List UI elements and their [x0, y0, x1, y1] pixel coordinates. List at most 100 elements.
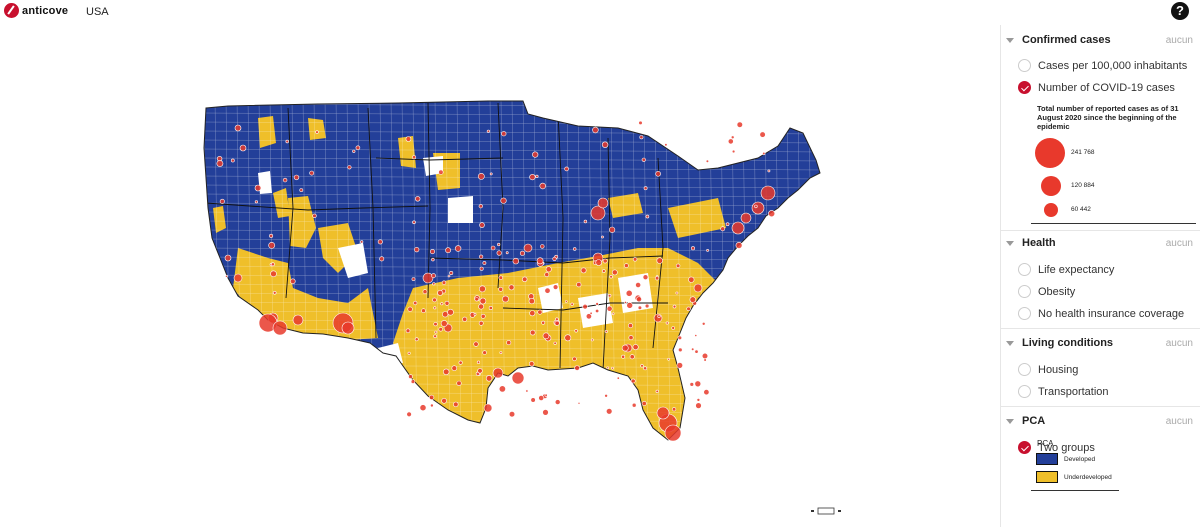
case-bubble[interactable]: [735, 241, 743, 249]
case-bubble[interactable]: [703, 389, 710, 396]
case-bubble[interactable]: [607, 294, 612, 298]
case-bubble[interactable]: [552, 256, 557, 261]
case-bubble[interactable]: [611, 269, 618, 276]
case-bubble[interactable]: [564, 300, 568, 303]
case-bubble[interactable]: [621, 354, 626, 359]
case-bubble[interactable]: [632, 257, 638, 262]
case-bubble[interactable]: [498, 385, 506, 393]
case-bubble[interactable]: [407, 351, 411, 355]
case-bubble[interactable]: [440, 320, 448, 327]
reset-link[interactable]: aucun: [1165, 415, 1193, 427]
option-life-expectancy[interactable]: Life expectancy: [1018, 263, 1114, 276]
case-bubble[interactable]: [644, 303, 650, 309]
case-bubble[interactable]: [636, 296, 642, 303]
case-bubble[interactable]: [592, 126, 599, 134]
case-bubble[interactable]: [601, 269, 606, 273]
case-bubble[interactable]: [478, 303, 484, 310]
case-bubble[interactable]: [736, 121, 743, 128]
case-bubble[interactable]: [706, 248, 710, 252]
case-bubble[interactable]: [631, 402, 637, 408]
case-bubble[interactable]: [433, 306, 437, 310]
radio-button[interactable]: [1018, 385, 1031, 398]
case-bubble[interactable]: [458, 360, 463, 365]
case-bubble[interactable]: [498, 286, 504, 292]
case-bubble[interactable]: [595, 309, 600, 314]
case-bubble[interactable]: [642, 274, 649, 280]
case-bubble[interactable]: [606, 305, 613, 312]
case-bubble[interactable]: [519, 250, 525, 256]
case-bubble[interactable]: [629, 354, 635, 360]
case-bubble[interactable]: [639, 135, 644, 140]
case-bubble[interactable]: [606, 366, 610, 370]
case-bubble[interactable]: [760, 185, 776, 201]
case-bubble[interactable]: [347, 165, 352, 170]
case-bubble[interactable]: [405, 328, 411, 334]
radio-button[interactable]: [1018, 363, 1031, 376]
case-bubble[interactable]: [433, 322, 438, 327]
case-bubble[interactable]: [443, 368, 450, 375]
case-bubble[interactable]: [285, 139, 289, 144]
case-bubble[interactable]: [677, 335, 682, 341]
case-bubble[interactable]: [272, 320, 288, 336]
case-bubble[interactable]: [693, 283, 703, 293]
case-bubble[interactable]: [478, 285, 486, 293]
case-bubble[interactable]: [490, 245, 496, 251]
case-bubble[interactable]: [529, 310, 536, 317]
case-bubble[interactable]: [430, 403, 434, 408]
case-bubble[interactable]: [233, 273, 243, 283]
case-bubble[interactable]: [664, 143, 668, 147]
case-bubble[interactable]: [511, 371, 525, 385]
case-bubble[interactable]: [542, 409, 549, 416]
case-bubble[interactable]: [675, 263, 681, 269]
case-bubble[interactable]: [672, 407, 677, 412]
case-bubble[interactable]: [537, 309, 543, 315]
case-bubble[interactable]: [429, 394, 435, 401]
radio-button-checked[interactable]: [1018, 441, 1031, 454]
case-bubble[interactable]: [541, 320, 546, 325]
case-bubble[interactable]: [703, 358, 707, 362]
case-bubble[interactable]: [219, 198, 225, 204]
case-bubble[interactable]: [525, 389, 529, 393]
case-bubble[interactable]: [604, 330, 608, 334]
case-bubble[interactable]: [270, 270, 277, 278]
case-bubble[interactable]: [564, 334, 572, 342]
case-bubble[interactable]: [611, 312, 615, 316]
case-bubble[interactable]: [580, 267, 587, 274]
case-bubble[interactable]: [529, 361, 535, 367]
case-bubble[interactable]: [505, 251, 509, 255]
case-bubble[interactable]: [705, 159, 710, 163]
case-bubble[interactable]: [309, 170, 315, 176]
case-bubble[interactable]: [535, 174, 539, 178]
case-bubble[interactable]: [447, 274, 451, 278]
option-number-of-cases[interactable]: Number of COVID-19 cases: [1018, 81, 1175, 94]
case-bubble[interactable]: [508, 284, 515, 291]
case-bubble[interactable]: [595, 302, 599, 306]
case-bubble[interactable]: [502, 295, 509, 303]
case-bubble[interactable]: [477, 173, 485, 180]
help-icon[interactable]: ?: [1171, 2, 1189, 20]
case-bubble[interactable]: [664, 424, 682, 442]
case-bubble[interactable]: [641, 400, 647, 406]
case-bubble[interactable]: [441, 280, 447, 285]
case-bubble[interactable]: [449, 271, 454, 276]
case-bubble[interactable]: [574, 329, 578, 333]
case-bubble[interactable]: [638, 120, 643, 126]
case-bubble[interactable]: [438, 169, 444, 175]
case-bubble[interactable]: [489, 172, 493, 176]
case-bubble[interactable]: [731, 149, 736, 154]
case-bubble[interactable]: [528, 298, 535, 305]
case-bubble[interactable]: [727, 138, 734, 145]
case-bubble[interactable]: [624, 300, 627, 304]
case-bubble[interactable]: [433, 334, 437, 339]
case-bubble[interactable]: [414, 247, 420, 253]
case-bubble[interactable]: [553, 341, 557, 345]
case-bubble[interactable]: [552, 284, 559, 290]
case-bubble[interactable]: [421, 308, 426, 313]
case-bubble[interactable]: [637, 305, 643, 310]
case-bubble[interactable]: [312, 213, 317, 219]
case-bubble[interactable]: [290, 278, 296, 285]
case-bubble[interactable]: [442, 311, 449, 318]
case-bubble[interactable]: [451, 365, 458, 372]
case-bubble[interactable]: [611, 366, 614, 370]
option-housing[interactable]: Housing: [1018, 363, 1078, 376]
